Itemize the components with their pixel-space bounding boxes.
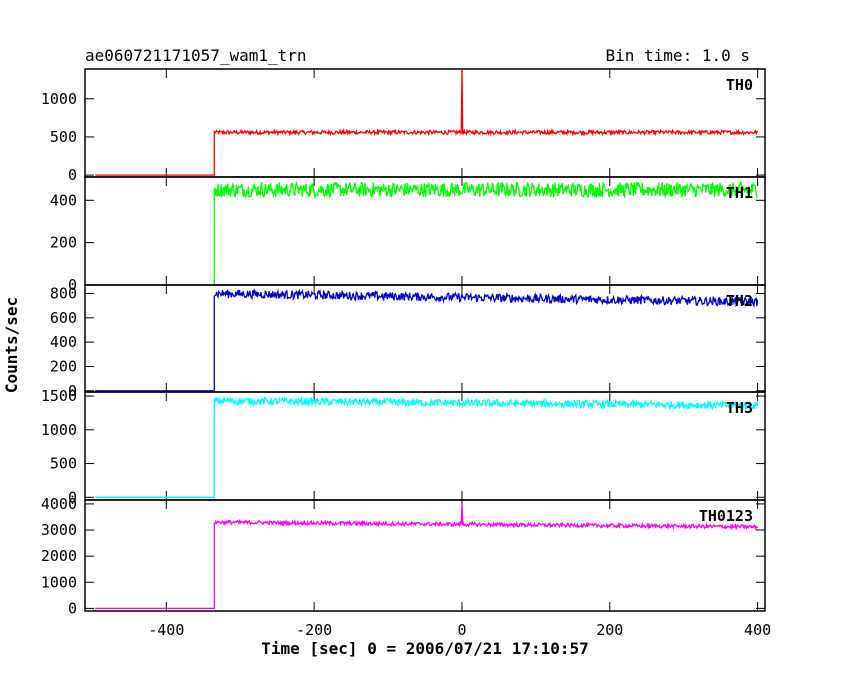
y-tick-label: 500: [50, 128, 77, 146]
series-line-th3: [95, 395, 759, 498]
series-line-th2: [95, 288, 759, 392]
x-tick-label: -400: [148, 621, 184, 639]
bin-time-label: Bin time: 1.0 s: [606, 46, 751, 65]
series-line-th0: [95, 68, 759, 176]
x-tick-label: 400: [744, 621, 771, 639]
panel-frame: [84, 68, 766, 178]
y-tick-label: 4000: [41, 495, 77, 513]
y-tick-label: 0: [68, 382, 77, 400]
panel-name-label: TH0123: [699, 507, 753, 525]
y-tick-label: 3000: [41, 521, 77, 539]
panel-name-label: TH3: [726, 399, 753, 417]
y-tick-label: 0: [68, 276, 77, 294]
panel-th1: 0 200 400 TH1: [50, 176, 766, 294]
panel-frame: [84, 391, 766, 501]
chart-title: ae060721171057_wam1_trn: [85, 46, 307, 65]
panel-frame: [84, 284, 766, 393]
y-tick-label: 200: [50, 357, 77, 375]
panel-name-label: TH2: [726, 292, 753, 310]
y-tick-label: 200: [50, 234, 77, 252]
x-tick-label: 0: [457, 621, 466, 639]
panel-th0123: 0 1000 2000 3000 4000 TH0123: [41, 495, 766, 617]
y-tick-label: 600: [50, 309, 77, 327]
y-tick-label: 0: [68, 166, 77, 184]
y-tick-label: 400: [50, 333, 77, 351]
y-tick-label: 1000: [41, 573, 77, 591]
x-axis-label: Time [sec] 0 = 2006/07/21 17:10:57: [261, 639, 589, 658]
y-tick-label: 1000: [41, 90, 77, 108]
y-tick-label: 400: [50, 191, 77, 209]
series-line-th0123: [95, 503, 759, 610]
panel-th3: 0 500 1000 1500 TH3: [41, 387, 766, 506]
panels-group: 0 500 1000 TH0 0 200 400 TH1 0 200 400 600 800 TH2 0 50…: [41, 68, 771, 639]
panel-name-label: TH1: [726, 184, 753, 202]
y-tick-label: 1500: [41, 387, 77, 405]
y-tick-label: 500: [50, 455, 77, 473]
y-tick-label: 800: [50, 285, 77, 303]
y-tick-label: 2000: [41, 547, 77, 565]
series-line-th1: [95, 180, 758, 286]
y-tick-label: 0: [68, 488, 77, 506]
y-tick-label: 0: [68, 599, 77, 617]
panel-th0: 0 500 1000 TH0: [41, 68, 766, 184]
panel-th2: 0 200 400 600 800 TH2: [50, 284, 766, 400]
y-tick-label: 1000: [41, 421, 77, 439]
panel-name-label: TH0: [726, 76, 753, 94]
panel-frame: [84, 499, 766, 612]
x-tick-label: -200: [296, 621, 332, 639]
x-tick-label: 200: [596, 621, 623, 639]
y-axis-label: Counts/sec: [2, 297, 21, 393]
